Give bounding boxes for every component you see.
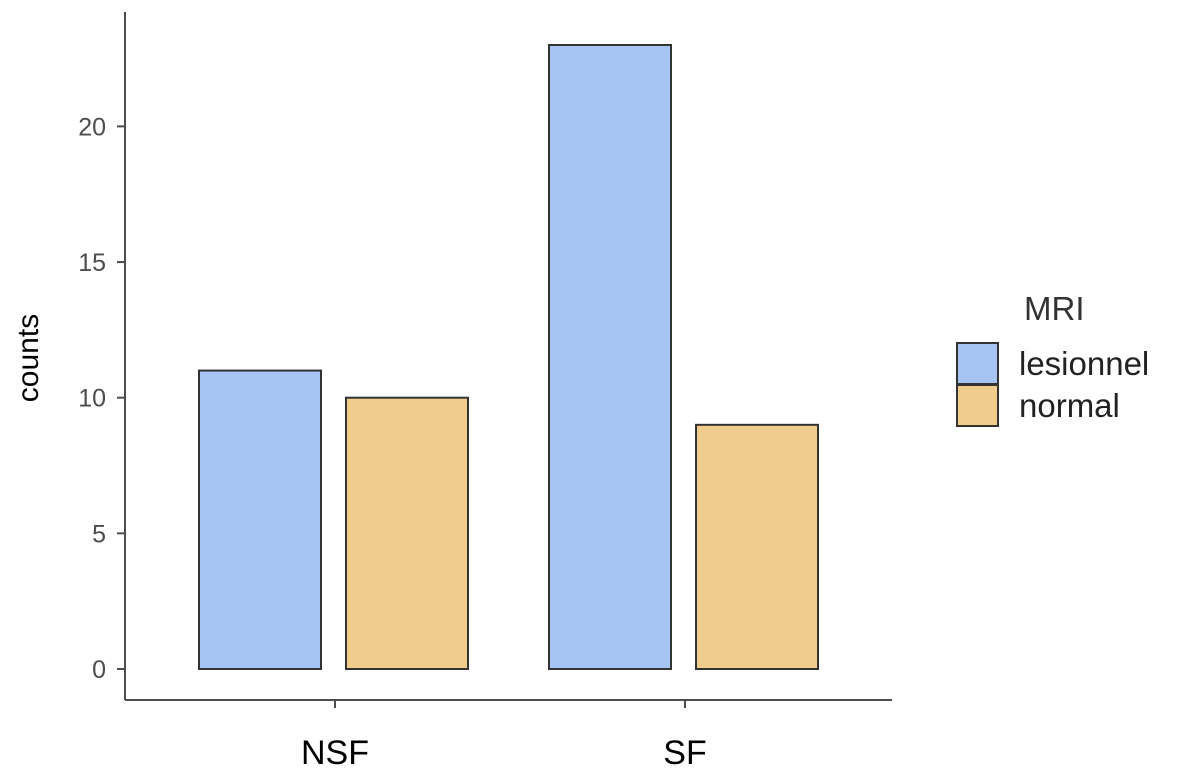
bars <box>198 44 819 670</box>
x-tick-label: NSF <box>301 734 369 772</box>
y-axis-title: counts <box>12 314 45 402</box>
bar-lesionnel-NSF <box>198 369 322 670</box>
legend-swatch-lesionnel <box>956 342 999 385</box>
x-tick-label: SF <box>663 734 706 772</box>
y-ticks: 0 5 10 15 20 <box>78 113 125 684</box>
x-ticks: NSF SF <box>301 700 707 772</box>
legend-label-lesionnel: lesionnel <box>1019 345 1149 382</box>
legend-swatch-normal <box>956 384 999 427</box>
legend-label-normal: normal <box>1019 387 1120 424</box>
y-tick-label: 0 <box>92 656 106 684</box>
y-tick-label: 10 <box>78 385 106 413</box>
bar-lesionnel-SF <box>548 44 672 670</box>
y-tick-label: 5 <box>92 520 106 548</box>
bar-normal-SF <box>695 423 819 670</box>
y-tick-label: 20 <box>78 113 106 141</box>
bar-normal-NSF <box>345 396 469 670</box>
y-tick-label: 15 <box>78 249 106 277</box>
legend: MRI lesionnel normal <box>956 290 1149 427</box>
legend-title: MRI <box>1024 290 1085 327</box>
